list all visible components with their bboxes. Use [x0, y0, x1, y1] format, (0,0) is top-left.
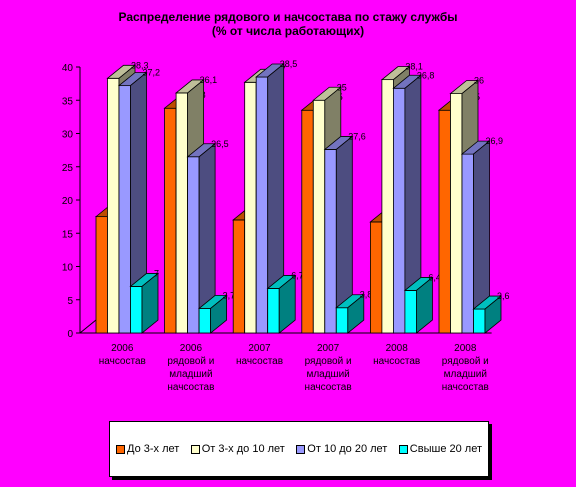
- category-label-4-1: начсостав: [373, 356, 420, 367]
- category-label-2-1: начсостав: [236, 356, 283, 367]
- y-tick-label-4: 20: [62, 196, 74, 207]
- category-label-5-0: 2008: [454, 343, 477, 354]
- data-label-5-3: 3,6: [497, 291, 510, 301]
- y-tick-label-5: 25: [62, 163, 74, 174]
- data-label-2-2: 38,5: [280, 59, 298, 69]
- bar-front-2-3: [267, 288, 280, 334]
- bar-front-2-1: [244, 81, 257, 334]
- category-label-1-1: рядовой и: [167, 356, 214, 367]
- data-label-0-3: 7: [154, 268, 159, 278]
- floor-left-edge: [79, 319, 97, 334]
- bar-front-5-2: [461, 153, 474, 334]
- bar-side-4-3: [415, 276, 433, 334]
- legend: До 3-х лет От 3-х до 10 лет От 10 до 20 …: [109, 421, 489, 477]
- bar-front-4-3: [404, 290, 417, 334]
- category-label-5-3: начсостав: [442, 382, 489, 393]
- bar-front-1-3: [198, 307, 212, 334]
- bar-front-0-0: [95, 216, 108, 334]
- data-label-1-2: 26,5: [211, 139, 229, 149]
- legend-label-3: Свыше 20 лет: [409, 443, 482, 455]
- bar-front-0-2: [118, 85, 131, 334]
- legend-label-2: От 10 до 20 лет: [307, 443, 388, 455]
- bar-front-1-1: [175, 92, 189, 334]
- legend-swatch-3: [398, 444, 408, 454]
- data-label-3-2: 27,6: [348, 131, 366, 141]
- bar-front-3-2: [324, 149, 337, 334]
- bar-front-0-3: [130, 286, 143, 334]
- bar-front-3-1: [312, 99, 326, 334]
- data-label-3-3: 3,8: [360, 290, 373, 300]
- bar-front-2-2: [255, 76, 269, 334]
- bar-front-5-1: [450, 93, 463, 334]
- category-label-4-0: 2008: [386, 343, 409, 354]
- bar-front-5-0: [438, 109, 451, 334]
- category-label-0-1: начсостав: [99, 356, 146, 367]
- data-label-4-1: 38,1: [405, 62, 423, 72]
- legend-swatch-0: [116, 444, 125, 454]
- bar-side-5-3: [484, 295, 502, 334]
- category-label-2-0: 2007: [248, 343, 271, 354]
- data-label-1-3: 3,7: [223, 290, 236, 300]
- chart-title: Распределение рядового и начсостава по с…: [0, 10, 576, 38]
- category-label-0-0: 2006: [111, 343, 134, 354]
- bar-front-4-0: [369, 221, 383, 334]
- category-label-3-1: рядовой и: [305, 356, 352, 367]
- bar-front-0-1: [107, 77, 120, 334]
- legend-swatch-2: [296, 444, 306, 454]
- category-label-3-2: младший: [306, 369, 349, 380]
- y-tick-label-6: 30: [62, 130, 74, 141]
- legend-label-0: До 3-х лет: [127, 443, 180, 455]
- y-tick-label-3: 15: [62, 229, 74, 240]
- category-label-5-2: младший: [444, 369, 487, 380]
- data-label-3-1: 35: [337, 82, 347, 92]
- category-label-1-3: начсостав: [167, 382, 214, 393]
- data-label-4-2: 36,8: [417, 70, 435, 80]
- legend-item-2: От 10 до 20 лет: [296, 443, 387, 455]
- category-label-3-0: 2007: [317, 343, 340, 354]
- chart-title-line-2: (% от числа работающих): [211, 24, 365, 38]
- legend-item-1: От 3-х до 10 лет: [190, 443, 285, 455]
- legend-label-1: От 3-х до 10 лет: [201, 443, 285, 455]
- data-label-5-1: 36: [474, 76, 484, 86]
- bar-front-2-0: [232, 219, 246, 334]
- legend-item-3: Свыше 20 лет: [398, 443, 482, 455]
- category-label-1-2: младший: [169, 369, 212, 380]
- data-label-4-3: 6,4: [428, 272, 441, 282]
- bar-front-5-3: [473, 308, 486, 334]
- category-label-5-1: рядовой и: [442, 356, 489, 367]
- legend-swatch-1: [190, 444, 200, 454]
- bar-side-3-3: [347, 293, 365, 334]
- y-tick-label-1: 5: [67, 296, 73, 307]
- data-label-2-3: 6,7: [291, 270, 304, 280]
- y-tick-label-2: 10: [62, 263, 74, 274]
- bar-front-3-3: [335, 307, 349, 334]
- category-label-3-3: начсостав: [305, 382, 352, 393]
- bar-side-0-3: [141, 272, 159, 334]
- bar-front-4-1: [381, 79, 394, 334]
- bar-front-3-0: [301, 109, 314, 334]
- data-label-0-2: 37,2: [143, 68, 161, 78]
- bar-side-1-3: [210, 294, 228, 334]
- chart-title-line-1: Распределение рядового и начсостава по с…: [118, 10, 458, 24]
- y-tick-label-7: 35: [62, 96, 74, 107]
- category-label-1-0: 2006: [180, 343, 203, 354]
- data-label-0-1: 38,3: [131, 60, 149, 70]
- bar-front-1-0: [164, 107, 177, 334]
- legend-item-0: До 3-х лет: [116, 443, 179, 455]
- bar-side-2-3: [278, 274, 296, 334]
- bar-front-4-2: [392, 87, 406, 334]
- y-tick-label-0: 0: [67, 329, 73, 340]
- data-label-5-2: 26,9: [486, 136, 504, 146]
- y-tick-label-8: 40: [62, 63, 74, 74]
- bar-front-1-2: [187, 156, 200, 334]
- data-label-1-1: 36,1: [200, 75, 218, 85]
